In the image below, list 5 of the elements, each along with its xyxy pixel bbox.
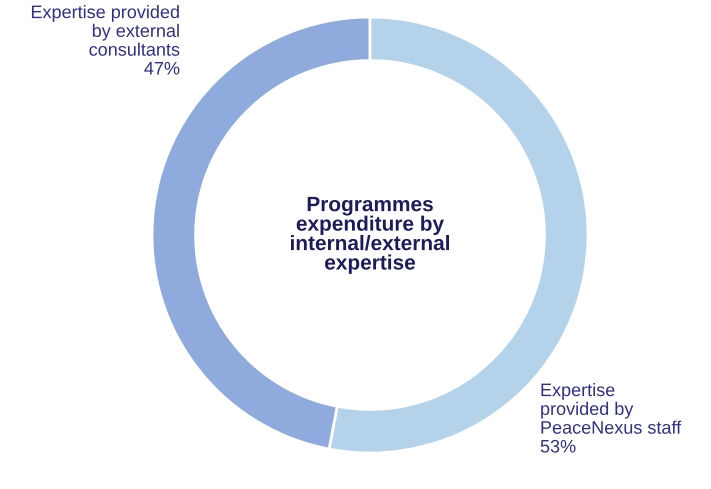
- text: Programmes expenditure by internal/external expertise: [290, 196, 449, 274]
- slice-label: Expertise provided by external consultants: [32, 5, 180, 56]
- data-label: 53%: [540, 440, 576, 453]
- slice-label: Expertise provided by PeaceNexus staff: [541, 383, 682, 434]
- data-label: 47%: [144, 62, 180, 75]
